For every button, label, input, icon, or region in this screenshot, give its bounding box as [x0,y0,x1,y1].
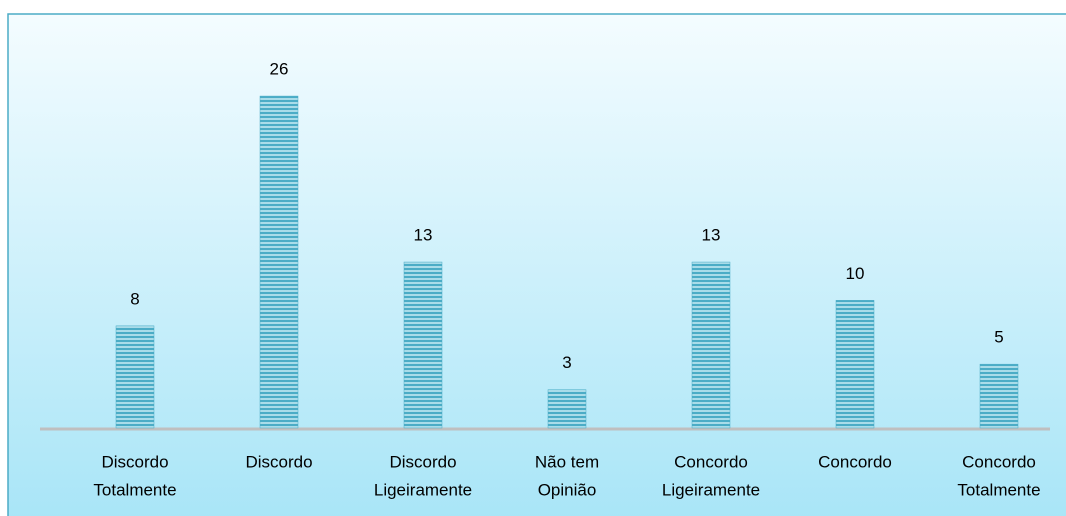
x-tick-label: Totalmente [93,480,176,499]
x-tick-label: Discordo [245,452,312,471]
bar [691,261,731,429]
bar [115,325,155,429]
data-label: 13 [414,226,433,245]
chart-area [7,13,1066,516]
data-label: 8 [130,289,139,308]
x-tick-label: Discordo [389,452,456,471]
bar [979,363,1019,429]
x-tick-label: Não tem [535,452,599,471]
bar [547,389,587,429]
x-tick-label: Opinião [538,480,597,499]
x-tick-label: Totalmente [957,480,1040,499]
bar [835,300,875,429]
x-tick-label: Concordo [818,452,892,471]
x-tick-label: Concordo [674,452,748,471]
data-label: 26 [270,60,289,79]
x-tick-label: Discordo [101,452,168,471]
data-label: 3 [562,353,571,372]
x-tick-label: Concordo [962,452,1036,471]
x-tick-label: Ligeiramente [662,480,760,499]
x-tick-label: Ligeiramente [374,480,472,499]
bar [259,95,299,429]
bar [403,261,443,429]
data-label: 10 [846,264,865,283]
data-label: 5 [994,328,1003,347]
data-label: 13 [702,226,721,245]
